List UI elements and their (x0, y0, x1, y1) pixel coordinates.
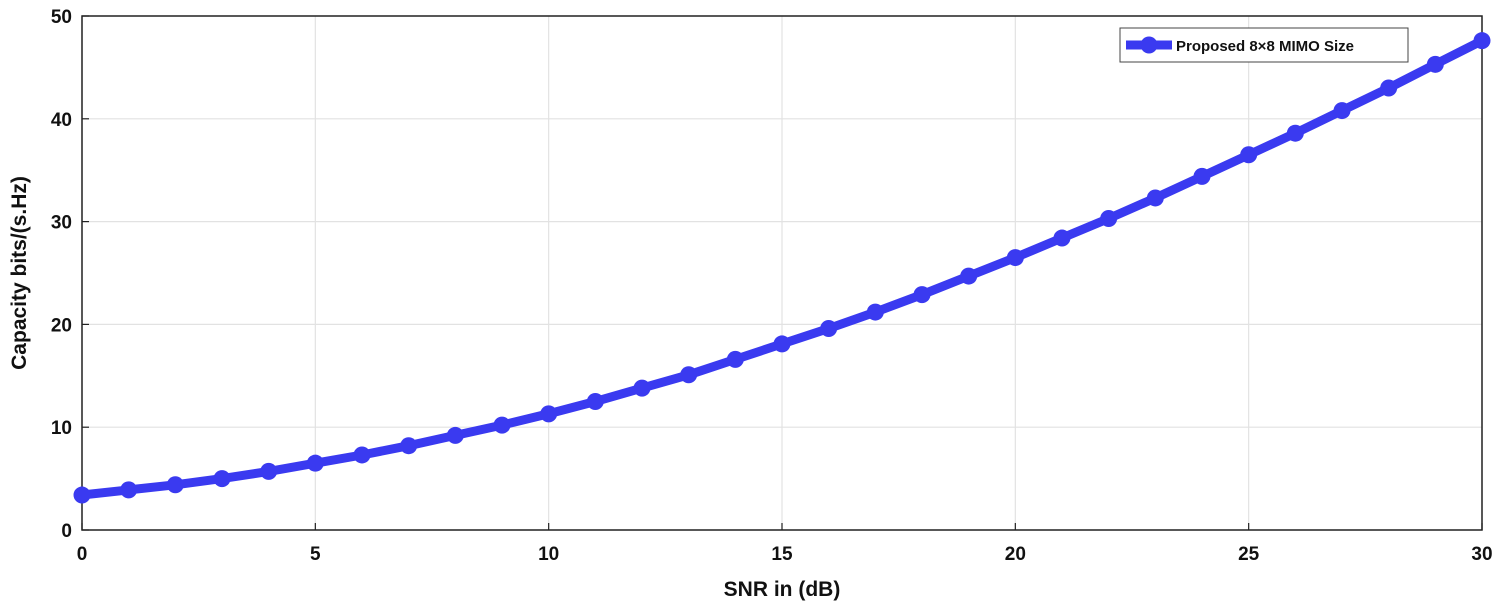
y-tick-label: 30 (51, 213, 72, 234)
data-point-marker (446, 426, 464, 444)
data-point-marker (166, 476, 184, 494)
y-tick-label: 50 (51, 7, 72, 28)
data-point-marker (866, 303, 884, 321)
data-point-marker (120, 481, 138, 499)
data-point-marker (540, 405, 558, 423)
x-axis-ticks: 0 5 10 15 20 25 30 (77, 523, 1493, 565)
series-layer (73, 32, 1491, 504)
data-point-marker (960, 267, 978, 285)
y-tick-label: 0 (61, 521, 72, 542)
data-point-marker (493, 416, 511, 434)
data-point-marker (1426, 55, 1444, 73)
x-tick-label: 20 (1005, 544, 1026, 565)
data-point-marker (1193, 167, 1211, 185)
x-tick-label: 10 (538, 544, 559, 565)
data-point-marker (1473, 32, 1491, 50)
y-axis-label: Capacity bits/(s.Hz) (8, 176, 31, 370)
legend-entry-label: Proposed 8×8 MIMO Size (1176, 38, 1354, 55)
legend: Proposed 8×8 MIMO Size (1119, 27, 1409, 63)
y-tick-label: 20 (51, 315, 72, 336)
x-tick-label: 15 (771, 544, 793, 565)
data-point-marker (1380, 79, 1398, 97)
data-point-marker (820, 320, 838, 338)
x-tick-label: 25 (1238, 544, 1260, 565)
data-point-marker (913, 286, 931, 304)
data-point-marker (1333, 102, 1351, 120)
data-point-marker (773, 335, 791, 353)
grid (81, 15, 1483, 531)
data-point-marker (260, 462, 278, 480)
data-point-marker (1100, 210, 1118, 228)
data-point-marker (353, 446, 371, 464)
data-point-marker (1286, 124, 1304, 142)
x-tick-label: 5 (310, 544, 321, 565)
x-axis-label: SNR in (dB) (724, 578, 841, 601)
data-point-marker (306, 454, 324, 472)
x-tick-label: 0 (77, 544, 88, 565)
data-point-marker (73, 486, 91, 504)
data-point-marker (633, 379, 651, 397)
data-point-marker (726, 350, 744, 368)
data-point-marker (1146, 189, 1164, 207)
data-point-marker (1053, 229, 1071, 247)
x-tick-label: 30 (1471, 544, 1492, 565)
y-axis-ticks: 0 10 20 30 40 50 (51, 7, 89, 542)
y-tick-label: 40 (51, 110, 72, 131)
data-point-marker (586, 393, 604, 410)
data-point-marker (213, 470, 231, 488)
data-point-marker (680, 366, 698, 384)
y-tick-label: 10 (51, 418, 72, 439)
data-point-marker (400, 437, 418, 455)
legend-marker (1140, 36, 1158, 54)
data-point-marker (1240, 146, 1258, 164)
data-point-marker (1006, 249, 1024, 267)
